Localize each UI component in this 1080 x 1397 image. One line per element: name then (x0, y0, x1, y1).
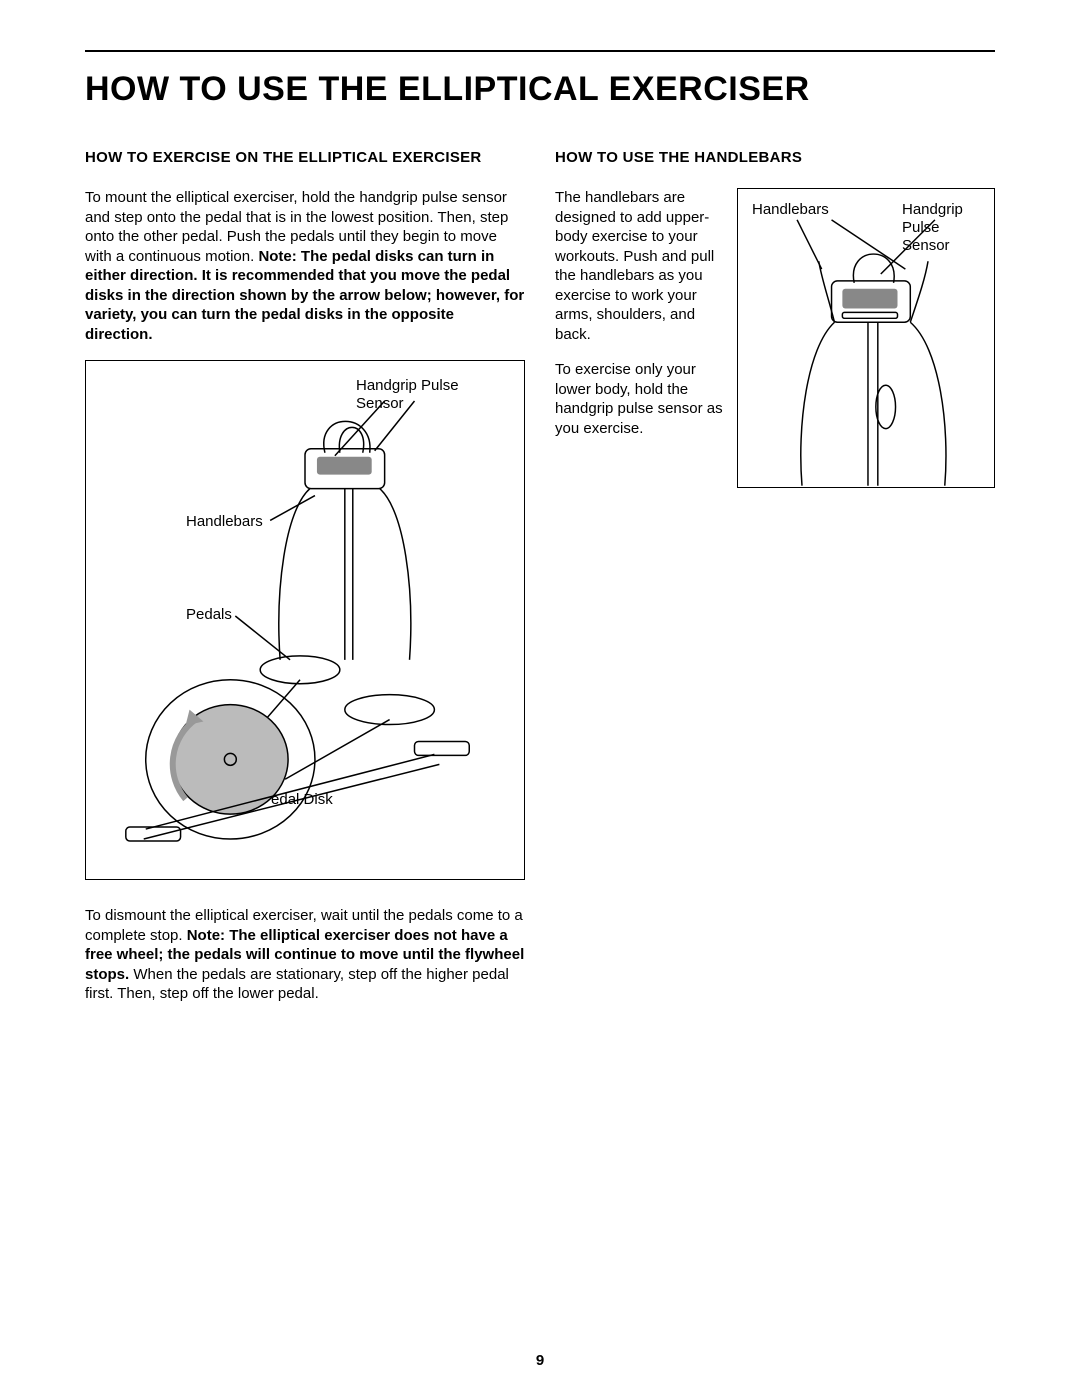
handlebar-sketch-icon (738, 189, 994, 487)
figure-handlebars-closeup: Handlebars Handgrip Pulse Sensor (737, 188, 995, 488)
elliptical-sketch-icon (86, 361, 524, 879)
right-column: HOW TO USE THE HANDLEBARS The handlebars… (555, 149, 995, 1020)
page-title: HOW TO USE THE ELLIPTICAL EXERCISER (85, 70, 995, 109)
left-heading: HOW TO EXERCISE ON THE ELLIPTICAL EXERCI… (85, 149, 525, 166)
page-number: 9 (0, 1352, 1080, 1369)
top-rule (85, 50, 995, 52)
left-para2-plain2: When the pedals are stationary, step off… (85, 966, 509, 1003)
two-column-layout: HOW TO EXERCISE ON THE ELLIPTICAL EXERCI… (85, 149, 995, 1020)
left-para-1: To mount the elliptical exerciser, hold … (85, 188, 525, 344)
right-text-figure-wrap: The handlebars are designed to add upper… (555, 188, 995, 488)
right-text-block: The handlebars are designed to add upper… (555, 188, 725, 488)
left-para-2: To dismount the elliptical exerciser, wa… (85, 906, 525, 1004)
left-column: HOW TO EXERCISE ON THE ELLIPTICAL EXERCI… (85, 149, 525, 1020)
right-para-1: The handlebars are designed to add upper… (555, 188, 725, 344)
right-heading: HOW TO USE THE HANDLEBARS (555, 149, 995, 166)
figure-elliptical-full: Handgrip Pulse Sensor Handlebars Pedals … (85, 360, 525, 880)
right-para-2: To exercise only your lower body, hold t… (555, 360, 725, 438)
